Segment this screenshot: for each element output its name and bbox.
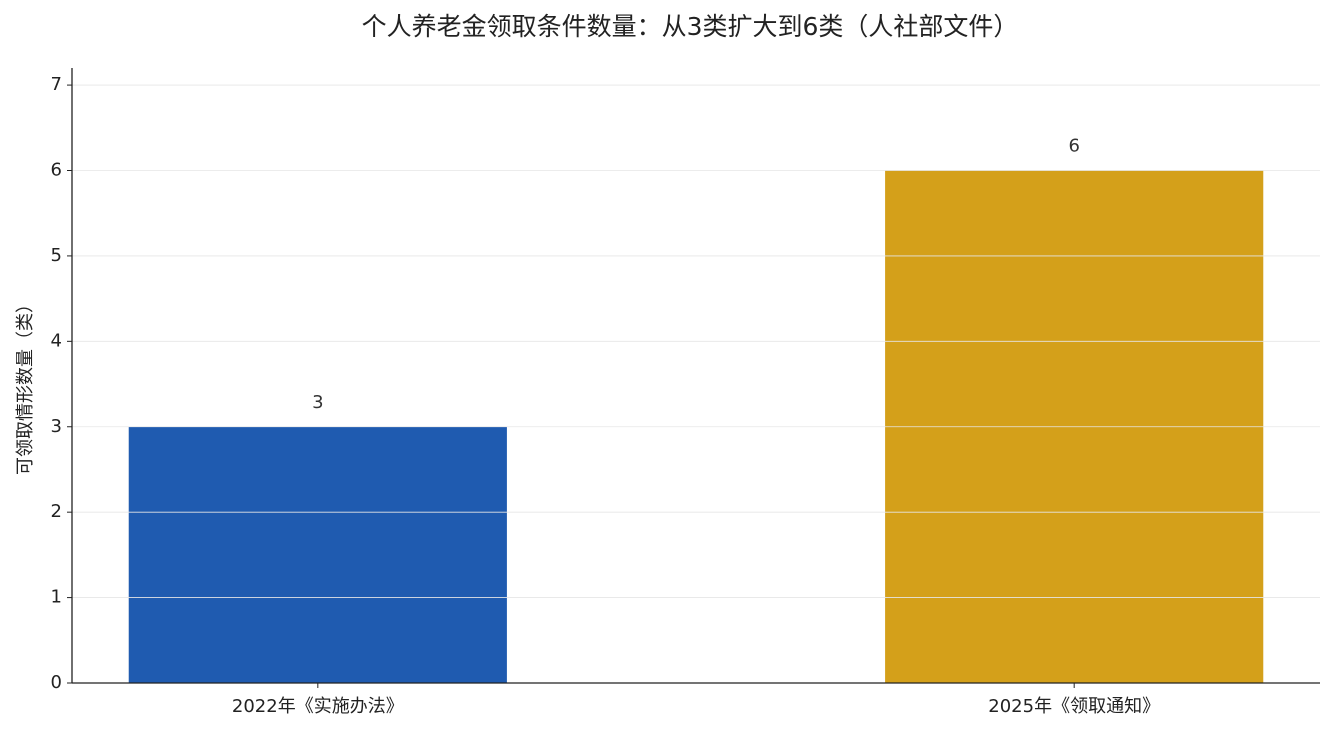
y-tick-label: 2 [51,501,62,522]
y-tick-label: 0 [51,672,62,693]
y-tick-label: 4 [51,330,62,351]
y-axis-label: 可领取情形数量（类） [15,295,36,475]
x-tick-label: 2022年《实施办法》 [232,696,404,717]
y-tick-label: 7 [51,74,62,95]
y-tick-label: 5 [51,245,62,266]
value-label: 3 [312,392,323,413]
chart-title: 个人养老金领取条件数量：从3类扩大到6类（人社部文件） [362,12,1019,41]
x-tick-label: 2025年《领取通知》 [988,696,1160,717]
y-tick-label: 3 [51,416,62,437]
value-label: 6 [1068,136,1079,157]
bar [128,426,507,683]
y-tick-label: 1 [51,587,62,608]
y-tick-label: 6 [51,160,62,181]
